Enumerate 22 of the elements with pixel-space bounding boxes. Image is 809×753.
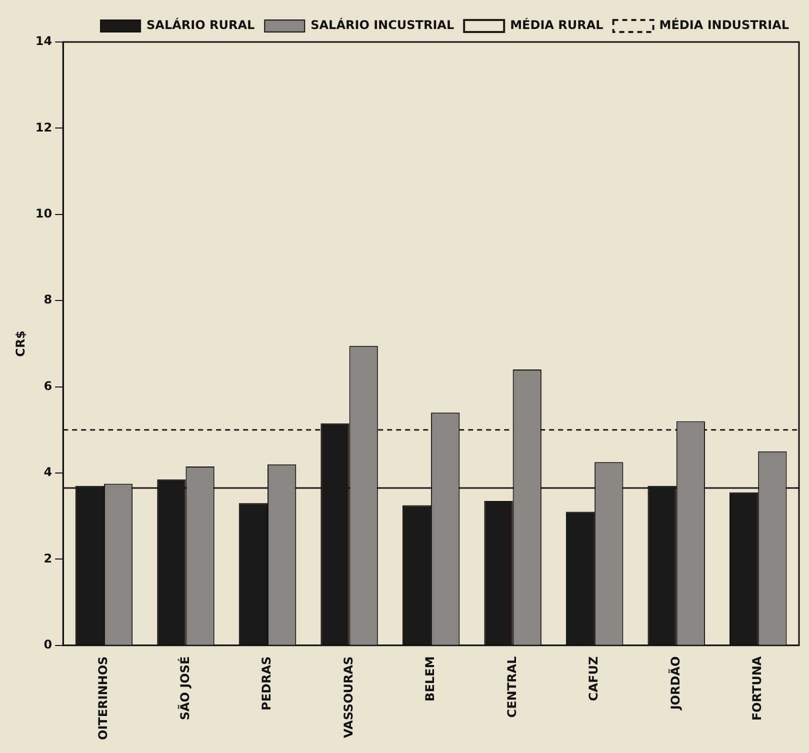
y-tick-label: 4 — [44, 465, 52, 480]
y-tick-label: 12 — [35, 120, 52, 134]
y-tick-label: 14 — [35, 34, 52, 48]
y-tick-label: 10 — [35, 206, 52, 220]
x-tick-label: SÃO JOSÉ — [176, 656, 192, 720]
x-tick-label: CENTRAL — [504, 656, 519, 718]
x-tick-label: VASSOURAS — [341, 656, 356, 738]
x-tick-label: BELEM — [423, 656, 438, 702]
legend-label: MÉDIA INDUSTRIAL — [659, 17, 790, 32]
legend-label: SALÁRIO RURAL — [146, 17, 255, 32]
legend-label: SALÁRIO INCUSTRIAL — [310, 17, 454, 32]
y-tick-label: 2 — [44, 551, 52, 566]
x-tick-label: OITERINHOS — [96, 656, 110, 740]
x-tick-label: CAFUZ — [586, 656, 601, 702]
legend-label: MÉDIA RURAL — [510, 17, 604, 32]
x-tick-label: PEDRAS — [260, 656, 274, 710]
x-tick-label: FORTUNA — [750, 656, 764, 721]
y-tick-label: 0 — [44, 637, 52, 652]
y-axis-title: CR$ — [13, 330, 28, 357]
y-tick-label: 6 — [44, 378, 52, 393]
x-tick-label: JORDÃO — [667, 656, 682, 711]
y-tick-label: 8 — [44, 292, 52, 307]
